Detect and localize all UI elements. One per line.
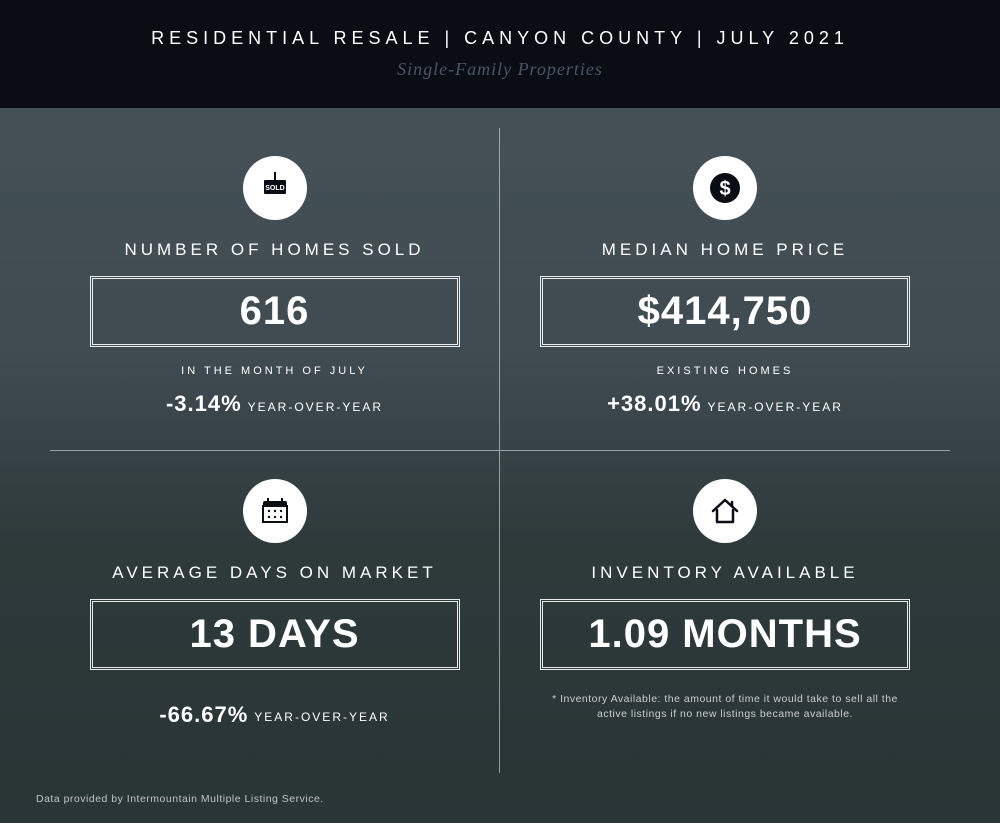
header-subtitle: Single-Family Properties — [397, 59, 603, 80]
yoy-suffix: YEAR-OVER-YEAR — [708, 400, 843, 414]
metric-median-price: $ MEDIAN HOME PRICE $414,750 EXISTING HO… — [500, 128, 950, 451]
calendar-icon — [243, 479, 307, 543]
yoy-percent: -3.14% — [166, 391, 242, 416]
svg-text:$: $ — [719, 178, 730, 200]
svg-text:SOLD: SOLD — [265, 185, 284, 192]
metric-title: INVENTORY AVAILABLE — [591, 563, 858, 583]
metric-homes-sold: SOLD NUMBER OF HOMES SOLD 616 IN THE MON… — [50, 128, 500, 451]
metric-title: AVERAGE DAYS ON MARKET — [112, 563, 436, 583]
metric-value: 616 — [90, 276, 460, 347]
metric-value: 13 DAYS — [90, 599, 460, 670]
header-title: RESIDENTIAL RESALE | CANYON COUNTY | JUL… — [151, 28, 849, 49]
metric-footnote: * Inventory Available: the amount of tim… — [545, 692, 905, 724]
metric-days-on-market: AVERAGE DAYS ON MARKET 13 DAYS -66.67% YE… — [50, 451, 500, 774]
sold-sign-icon: SOLD — [243, 156, 307, 220]
metrics-grid: SOLD NUMBER OF HOMES SOLD 616 IN THE MON… — [50, 128, 950, 773]
metric-yoy: +38.01% YEAR-OVER-YEAR — [607, 391, 843, 417]
metric-sublabel: IN THE MONTH OF JULY — [181, 365, 368, 377]
header: RESIDENTIAL RESALE | CANYON COUNTY | JUL… — [0, 0, 1000, 108]
data-attribution: Data provided by Intermountain Multiple … — [36, 793, 324, 805]
metric-title: NUMBER OF HOMES SOLD — [124, 240, 424, 260]
house-icon — [693, 479, 757, 543]
metric-sublabel: EXISTING HOMES — [657, 365, 794, 377]
yoy-suffix: YEAR-OVER-YEAR — [248, 400, 383, 414]
metric-yoy: -3.14% YEAR-OVER-YEAR — [166, 391, 383, 417]
infographic-grid-area: SOLD NUMBER OF HOMES SOLD 616 IN THE MON… — [0, 108, 1000, 823]
yoy-percent: +38.01% — [607, 391, 701, 416]
metric-value: 1.09 MONTHS — [540, 599, 910, 670]
dollar-icon: $ — [693, 156, 757, 220]
metric-yoy: -66.67% YEAR-OVER-YEAR — [159, 702, 389, 728]
metric-title: MEDIAN HOME PRICE — [602, 240, 849, 260]
yoy-suffix: YEAR-OVER-YEAR — [254, 710, 389, 724]
metric-inventory: INVENTORY AVAILABLE 1.09 MONTHS * Invent… — [500, 451, 950, 774]
yoy-percent: -66.67% — [159, 702, 248, 727]
metric-value: $414,750 — [540, 276, 910, 347]
